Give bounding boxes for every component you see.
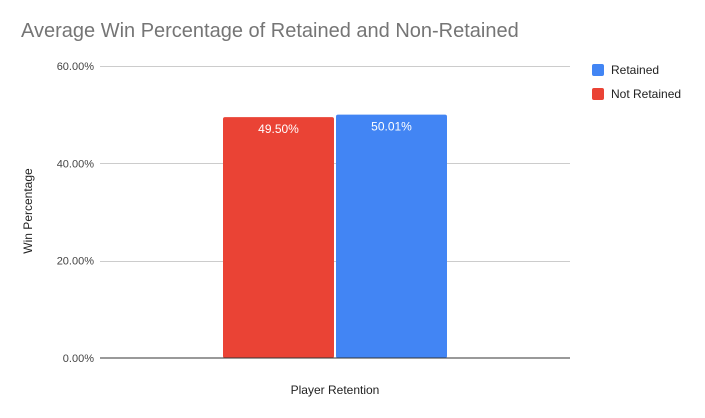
y-tick-label: 40.00% — [57, 158, 95, 170]
y-axis-ticks: 0.00% 20.00% 40.00% 60.00% — [57, 61, 95, 365]
legend-swatch-not-retained — [592, 88, 604, 100]
legend-swatch-retained — [592, 64, 604, 76]
legend-label-retained: Retained — [611, 63, 660, 77]
bar-not-retained[interactable] — [223, 117, 334, 358]
x-axis-label: Player Retention — [291, 383, 380, 397]
y-tick-label: 20.00% — [57, 256, 95, 268]
legend-item-not-retained[interactable]: Not Retained — [592, 82, 681, 106]
data-label-not-retained: 49.50% — [258, 122, 299, 136]
chart-title: Average Win Percentage of Retained and N… — [21, 20, 519, 42]
bars: 49.50% 50.01% — [223, 114, 447, 358]
y-tick-label: 60.00% — [57, 61, 95, 73]
y-axis-label: Win Percentage — [21, 168, 35, 254]
legend-label-not-retained: Not Retained — [611, 87, 682, 101]
legend-item-retained[interactable]: Retained — [592, 58, 681, 82]
y-tick-label: 0.00% — [63, 353, 94, 365]
legend: Retained Not Retained — [592, 58, 681, 106]
bar-retained[interactable] — [336, 114, 447, 358]
gridlines — [100, 66, 570, 262]
data-label-retained: 50.01% — [371, 120, 412, 134]
